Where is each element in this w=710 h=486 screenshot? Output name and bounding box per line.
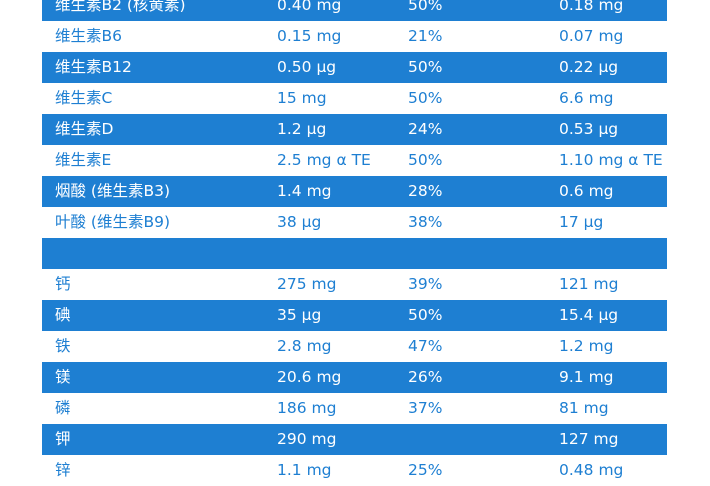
table-cell: 维生素B6 [55,27,122,45]
table-cell: 50% [408,89,443,107]
table-cell: 0.07 mg [559,27,624,45]
table-cell: 127 mg [559,430,619,448]
table-cell: 0.48 mg [559,461,624,479]
table-row: 烟酸 (维生素B3) 1.4 mg 28% 0.6 mg [42,176,667,207]
table-cell: 28% [408,182,443,200]
table-cell: 碘 [55,306,71,324]
table-cell: 1.2 mg [559,337,614,355]
table-cell: 15 mg [277,89,327,107]
table-cell: 21% [408,27,443,45]
table-cell: 47% [408,337,443,355]
table-cell: 290 mg [277,430,337,448]
table-row: 维生素D 1.2 µg 24% 0.53 µg [42,114,667,145]
table-cell: 维生素B12 [55,58,132,76]
table-row: 维生素B6 0.15 mg 21% 0.07 mg [42,21,667,52]
table-cell: 维生素E [55,151,112,169]
table-row: 维生素B12 0.50 µg 50% 0.22 µg [42,52,667,83]
table-cell: 17 µg [559,213,604,231]
table-cell: 维生素C [55,89,113,107]
table-cell: 50% [408,151,443,169]
table-row: 磷 186 mg 37% 81 mg [42,393,667,424]
table-cell: 0.50 µg [277,58,337,76]
table-cell: 38% [408,213,443,231]
table-cell: 2.5 mg α TE [277,151,371,169]
table-cell: 0.22 µg [559,58,619,76]
table-cell: 1.2 µg [277,120,327,138]
table-row: 锌 1.1 mg 25% 0.48 mg [42,455,667,486]
table-cell: 叶酸 (维生素B9) [55,213,171,231]
table-row: 钾 290 mg 127 mg [42,424,667,455]
table-cell: 37% [408,399,443,417]
table-cell: 275 mg [277,275,337,293]
table-cell: 24% [408,120,443,138]
table-cell: 0.18 mg [559,0,624,14]
table-cell: 维生素B2 (核黄素) [55,0,186,14]
table-cell: 烟酸 (维生素B3) [55,182,171,200]
table-cell: 1.10 mg α TE [559,151,663,169]
table-cell: 6.6 mg [559,89,614,107]
table-cell: 1.4 mg [277,182,332,200]
table-cell: 磷 [55,399,71,417]
table-cell: 锌 [55,461,71,479]
table-row: 维生素C 15 mg 50% 6.6 mg [42,83,667,114]
table-cell: 0.53 µg [559,120,619,138]
table-cell: 26% [408,368,443,386]
table-cell: 钙 [55,275,71,293]
table-cell: 121 mg [559,275,619,293]
table-cell: 50% [408,0,443,14]
table-cell: 2.8 mg [277,337,332,355]
table-cell: 50% [408,306,443,324]
table-row: 维生素E 2.5 mg α TE 50% 1.10 mg α TE [42,145,667,176]
table-cell: 20.6 mg [277,368,342,386]
table-cell: 38 µg [277,213,322,231]
table-cell: 39% [408,275,443,293]
table-row: 钙 275 mg 39% 121 mg [42,269,667,300]
table-cell: 钾 [55,430,71,448]
table-row: 维生素B2 (核黄素) 0.40 mg 50% 0.18 mg [42,0,667,21]
table-row: 铁 2.8 mg 47% 1.2 mg [42,331,667,362]
table-cell: 50% [408,58,443,76]
table-cell: 0.6 mg [559,182,614,200]
nutrition-table: 维生素B2 (核黄素) 0.40 mg 50% 0.18 mg 维生素B6 0.15 mg… [42,0,667,486]
table-cell: 186 mg [277,399,337,417]
table-row: 镁 20.6 mg 26% 9.1 mg [42,362,667,393]
table-cell: 25% [408,461,443,479]
page: 营养成分 html, body { margin: 0; padding: 0;… [42,0,667,479]
table-cell: 铁 [55,337,71,355]
table-cell: 1.1 mg [277,461,332,479]
table-cell: 0.40 mg [277,0,342,14]
table-cell: 9.1 mg [559,368,614,386]
table-cell: 35 µg [277,306,322,324]
table-cell: 81 mg [559,399,609,417]
table-cell: 维生素D [55,120,114,138]
table-row: 碘 35 µg 50% 15.4 µg [42,300,667,331]
table-cell: 0.15 mg [277,27,342,45]
table-row [42,238,667,269]
table-cell: 镁 [55,368,71,386]
table-row: 叶酸 (维生素B9) 38 µg 38% 17 µg [42,207,667,238]
table-cell: 15.4 µg [559,306,619,324]
body: {"table": {"rows": [ ["维生素B2 (核黄素)", "0.… [42,0,667,479]
